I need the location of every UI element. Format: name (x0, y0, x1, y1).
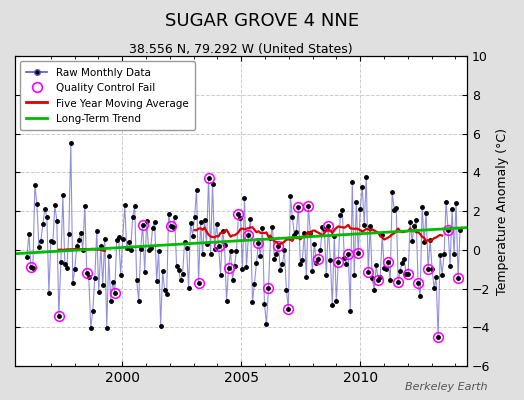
Text: SUGAR GROVE 4 NNE: SUGAR GROVE 4 NNE (165, 12, 359, 30)
Legend: Raw Monthly Data, Quality Control Fail, Five Year Moving Average, Long-Term Tren: Raw Monthly Data, Quality Control Fail, … (20, 61, 194, 130)
Title: 38.556 N, 79.292 W (United States): 38.556 N, 79.292 W (United States) (129, 43, 353, 56)
Text: Berkeley Earth: Berkeley Earth (405, 382, 487, 392)
Y-axis label: Temperature Anomaly (°C): Temperature Anomaly (°C) (496, 128, 509, 294)
